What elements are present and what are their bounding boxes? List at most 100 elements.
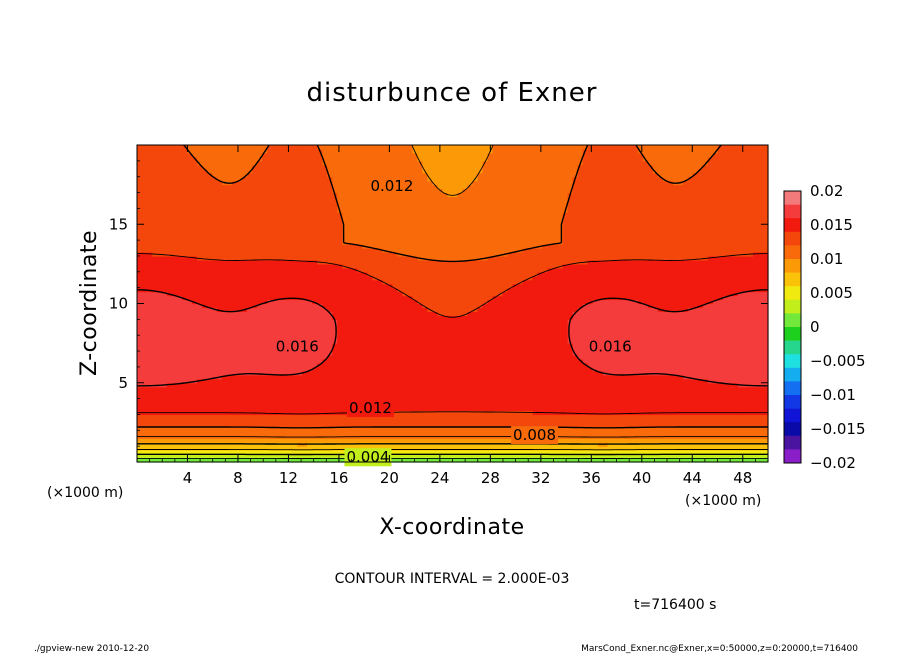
contour-cell	[417, 335, 424, 340]
contour-cell	[357, 362, 363, 368]
contour-cell	[392, 386, 399, 392]
contour-cell	[177, 180, 183, 186]
contour-cell	[282, 299, 288, 305]
contour-cell	[312, 295, 318, 301]
contour-cell	[317, 398, 323, 404]
contour-cell	[202, 279, 208, 285]
contour-cell	[177, 152, 183, 158]
contour-cell	[182, 422, 188, 427]
contour-cell	[277, 438, 283, 443]
contour-cell	[327, 196, 333, 202]
contour-cell	[247, 386, 253, 392]
contour-cell	[247, 303, 253, 309]
contour-cell	[322, 323, 328, 328]
contour-cell	[247, 291, 253, 297]
contour-cell	[427, 275, 434, 281]
contour-cell	[302, 434, 308, 439]
contour-cell	[137, 347, 143, 352]
contour-cell	[187, 279, 193, 285]
contour-cell	[262, 398, 268, 404]
contour-cell	[412, 200, 419, 206]
contour-cell	[392, 279, 399, 285]
contour-cell	[237, 263, 243, 269]
contour-cell	[377, 394, 383, 400]
contour-cell	[317, 244, 323, 249]
contour-cell	[182, 351, 188, 356]
contour-cell	[247, 414, 253, 420]
contour-cell	[387, 259, 394, 265]
contour-cell	[147, 355, 153, 360]
contour-cell	[197, 351, 203, 356]
contour-cell	[347, 323, 353, 328]
contour-cell	[192, 248, 198, 253]
contour-cell	[337, 458, 343, 463]
contour-cell	[412, 347, 419, 352]
contour-cell	[402, 271, 409, 277]
contour-cell	[237, 450, 243, 455]
contour-cell	[442, 347, 449, 352]
contour-cell	[247, 355, 253, 360]
contour-cell	[437, 240, 444, 245]
contour-cell	[362, 422, 368, 427]
contour-cell	[407, 347, 414, 352]
contour-cell	[297, 279, 303, 285]
contour-cell	[322, 232, 328, 237]
contour-cell	[337, 370, 343, 376]
contour-cell	[442, 271, 449, 277]
contour-cell	[172, 303, 178, 309]
contour-cell	[427, 244, 434, 249]
contour-cell	[447, 355, 454, 360]
contour-cell	[182, 339, 188, 344]
contour-cell	[262, 244, 268, 249]
contour-cell	[192, 267, 198, 273]
contour-cell	[397, 271, 404, 277]
contour-cell	[257, 438, 263, 443]
contour-cell	[152, 248, 158, 253]
contour-cell	[337, 315, 343, 320]
contour-cell	[267, 180, 273, 186]
contour-cell	[152, 366, 158, 372]
contour-cell	[312, 319, 318, 324]
contour-cell	[352, 212, 358, 217]
contour-cell	[142, 335, 148, 340]
contour-cell	[217, 450, 223, 455]
contour-cell	[327, 382, 333, 388]
contour-cell	[347, 390, 353, 396]
contour-cell	[427, 232, 434, 237]
contour-cell	[402, 156, 409, 162]
contour-cell	[307, 355, 313, 360]
contour-cell	[292, 275, 298, 281]
contour-cell	[222, 414, 228, 420]
contour-cell	[337, 164, 343, 170]
contour-cell	[187, 160, 193, 166]
contour-cell	[432, 271, 439, 277]
contour-cell	[197, 398, 203, 404]
contour-cell	[272, 208, 278, 213]
contour-cell	[427, 160, 434, 166]
contour-cell	[207, 208, 213, 213]
contour-cell	[282, 438, 288, 443]
contour-cell	[367, 220, 373, 225]
contour-cell	[227, 145, 233, 150]
contour-cell	[157, 244, 163, 249]
contour-cell	[357, 307, 363, 313]
contour-cell	[167, 390, 173, 396]
contour-cell	[207, 228, 213, 233]
contour-cell	[157, 283, 163, 289]
contour-cell	[272, 446, 278, 451]
contour-cell	[342, 184, 348, 190]
contour-cell	[147, 386, 153, 392]
contour-cell	[172, 418, 178, 423]
contour-cell	[282, 366, 288, 372]
contour-cell	[282, 188, 288, 194]
contour-cell	[337, 398, 343, 404]
contour-cell	[152, 228, 158, 233]
contour-cell	[287, 236, 293, 241]
contour-cell	[277, 454, 283, 459]
contour-cell	[157, 152, 163, 158]
contour-cell	[267, 255, 273, 261]
contour-cell	[437, 184, 444, 190]
contour-cell	[382, 295, 388, 301]
contour-cell	[432, 295, 439, 301]
contour-cell	[162, 402, 168, 408]
